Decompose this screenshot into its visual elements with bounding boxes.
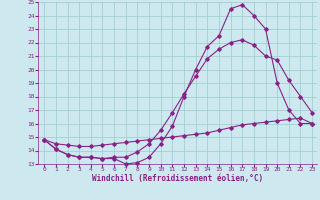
X-axis label: Windchill (Refroidissement éolien,°C): Windchill (Refroidissement éolien,°C)	[92, 174, 263, 183]
